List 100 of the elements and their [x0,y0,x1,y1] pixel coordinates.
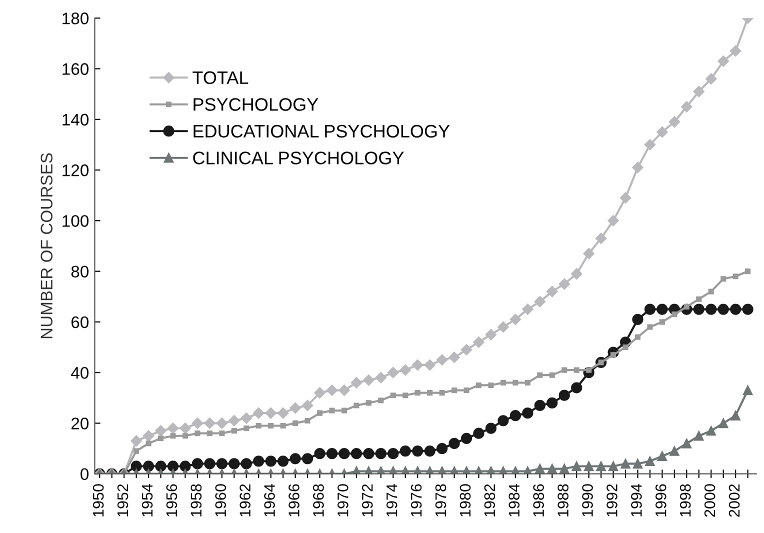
point [718,56,729,67]
point [693,86,704,98]
point [549,372,555,378]
point [672,312,678,318]
point [256,422,262,429]
point [571,382,582,394]
point [708,288,714,294]
point [512,380,518,386]
point [656,304,668,315]
point [290,453,301,464]
point [388,448,399,460]
point [595,232,607,244]
point [742,304,754,315]
point [265,456,276,467]
point [192,458,204,470]
point [693,304,704,315]
point [436,354,448,366]
point [574,367,580,373]
point [682,438,692,448]
point [412,359,424,371]
point [314,387,326,398]
y-tick-label: 160 [62,63,89,75]
point [142,460,154,472]
point [522,304,534,315]
point [608,215,619,226]
x-tick-label: 2002 [728,484,740,517]
point [194,430,200,436]
point [537,372,543,378]
point [706,73,717,84]
legend-label: CLINICAL PSYCHOLOGY [193,152,404,164]
point [329,408,335,414]
point [448,438,460,450]
point [488,382,494,388]
point [668,116,680,128]
y-tick-label: 0 [80,468,89,480]
point [498,415,509,426]
point [476,382,482,388]
x-tick-label: 1952 [117,484,128,516]
y-tick-label: 100 [62,215,89,227]
point [730,45,742,57]
x-tick-label: 1980 [460,484,471,516]
point [464,388,470,394]
legend-label: EDUCATIONAL PSYCHOLOGY [194,124,450,138]
point [354,402,360,408]
point [547,464,557,474]
point [622,344,628,350]
x-tick-label: 1956 [166,484,178,516]
point [244,425,250,432]
point [559,464,570,474]
y-axis-title: NUMBER OF COURSES [40,153,53,338]
point [170,433,176,439]
point [656,126,668,138]
point [632,162,644,174]
x-tick-label: 1964 [264,484,275,516]
point [341,408,347,414]
point [204,458,216,470]
point [253,456,264,467]
point [228,458,240,470]
x-tick-label: 1990 [582,484,593,516]
point [167,422,179,434]
point [350,377,362,388]
point [558,278,570,290]
x-tick-label: 1960 [215,484,226,516]
point [657,451,668,461]
point [216,458,228,470]
x-tick-label: 1974 [386,484,398,516]
point [620,458,630,469]
point [304,418,310,424]
point [268,422,274,429]
x-tick-label: 1996 [655,484,666,516]
point [608,461,618,472]
point [326,448,338,460]
point [522,408,534,419]
point [192,418,204,429]
point [142,430,154,442]
y-tick-label: 180 [62,12,89,24]
x-tick-label: 1950 [92,484,104,516]
point [460,432,472,444]
point [228,415,240,426]
point [500,380,506,386]
x-tick-label: 1958 [190,484,202,516]
y-tick-label: 80 [71,266,89,278]
point [524,380,530,386]
point [180,422,191,434]
point [718,418,728,428]
x-tick-label: 1970 [338,484,348,516]
point [400,445,411,457]
point [314,448,326,460]
x-tick-label: 1982 [484,484,496,516]
point [414,390,420,396]
point [644,139,656,150]
point [375,372,387,384]
point [644,304,656,315]
point [485,328,497,340]
x-tick-label: 1978 [435,484,446,516]
legend-label: PSYCHOLOGY [194,98,318,111]
x-tick-label: 1998 [680,484,691,516]
point [720,276,726,282]
point [583,248,594,260]
point [240,412,252,424]
